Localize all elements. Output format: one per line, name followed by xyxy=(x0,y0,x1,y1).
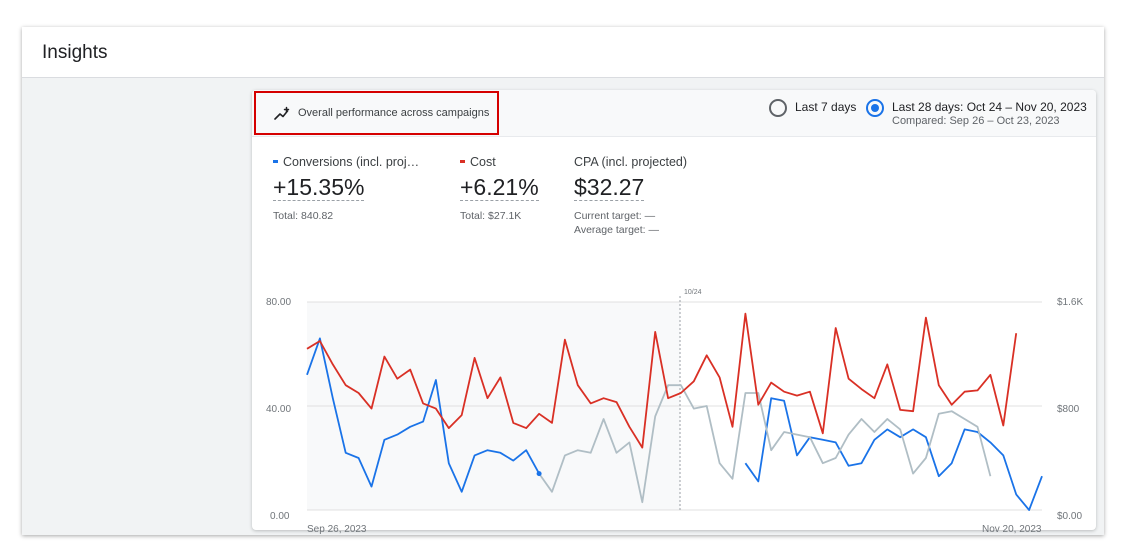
header-bar: Insights xyxy=(22,27,1104,78)
compared-range-label: Compared: Sep 26 – Oct 23, 2023 xyxy=(892,115,1060,127)
series-2-line-0 xyxy=(306,312,1018,449)
conversions-metric-label: Conversions (incl. proj… xyxy=(273,155,419,169)
left-axis-tick-top: 80.00 xyxy=(266,297,292,308)
cost-metric[interactable]: Cost +6.21% Total: $27.1K xyxy=(460,155,560,225)
card-header: Overall performance across campaigns Las… xyxy=(252,90,1096,137)
conversions-legend-swatch xyxy=(273,160,278,163)
right-axis-tick-mid: $800 xyxy=(1057,404,1080,415)
conversions-label-text: Conversions (incl. proj… xyxy=(283,155,420,169)
cpa-metric[interactable]: CPA (incl. projected) $32.27 Current tar… xyxy=(574,155,714,239)
conversions-change-value: +15.35% xyxy=(273,174,365,201)
cost-legend-swatch xyxy=(460,160,465,163)
date-marker-label: 10/24 xyxy=(684,289,702,296)
right-axis-tick-bottom: $0.00 xyxy=(1057,511,1083,522)
cost-metric-label: Cost xyxy=(460,155,496,169)
x-axis-end-label: Nov 20, 2023 xyxy=(982,524,1042,535)
cpa-value: $32.27 xyxy=(574,174,645,201)
left-axis-tick-bottom: 0.00 xyxy=(270,511,290,522)
x-axis-start-label: Sep 26, 2023 xyxy=(307,524,367,535)
cost-total: Total: $27.1K xyxy=(460,210,522,222)
conversions-total: Total: 840.82 xyxy=(273,210,334,222)
card-title-highlight: Overall performance across campaigns xyxy=(254,91,499,135)
cpa-current-target: Current target: — xyxy=(574,210,656,222)
last-7-days-radio[interactable] xyxy=(769,99,787,117)
right-axis-tick-top: $1.6K xyxy=(1057,297,1084,308)
card-title: Overall performance across campaigns xyxy=(298,107,490,119)
last-7-days-label[interactable]: Last 7 days xyxy=(795,100,857,114)
insights-card: Overall performance across campaigns Las… xyxy=(252,90,1096,535)
cpa-average-target: Average target: — xyxy=(574,224,660,236)
conversions-highlight-point xyxy=(536,471,542,477)
last-28-days-radio[interactable] xyxy=(866,99,884,117)
last-28-days-label[interactable]: Last 28 days: Oct 24 – Nov 20, 2023 xyxy=(892,100,1087,114)
performance-chart: 80.00 40.00 0.00 $1.6K $800 $0.00 Sep 26… xyxy=(252,260,1096,535)
series-0-line-1 xyxy=(744,397,1043,511)
series-0-line-0 xyxy=(306,337,540,493)
cost-change-value: +6.21% xyxy=(460,174,539,201)
cpa-metric-label: CPA (incl. projected) xyxy=(574,155,688,169)
cost-label-text: Cost xyxy=(470,155,496,169)
left-axis-tick-mid: 40.00 xyxy=(266,404,292,415)
page-title: Insights xyxy=(42,42,108,63)
chart-svg xyxy=(306,296,1043,511)
series-1-line-0 xyxy=(538,384,992,504)
conversions-metric[interactable]: Conversions (incl. proj… +15.35% Total: … xyxy=(273,155,443,225)
app-frame: Insights Overall performance across camp… xyxy=(22,27,1104,535)
trending-up-icon xyxy=(274,106,290,120)
